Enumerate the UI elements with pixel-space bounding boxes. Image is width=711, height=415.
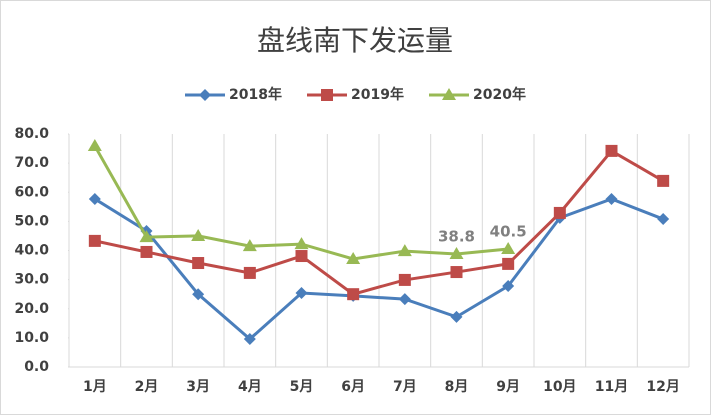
data-label: 40.5: [490, 223, 527, 241]
series-line: [94, 197, 664, 342]
marker: [321, 89, 333, 101]
y-tick-label: 60.0: [14, 184, 49, 200]
marker: [502, 280, 515, 293]
x-tick-label: 5月: [290, 379, 314, 395]
marker: [87, 138, 102, 151]
marker: [450, 266, 463, 279]
marker: [449, 246, 464, 259]
marker: [553, 206, 566, 219]
marker: [192, 288, 205, 301]
series-line: [94, 148, 664, 296]
y-tick-label: 80.0: [14, 126, 49, 142]
x-tick-label: 8月: [445, 379, 469, 395]
marker: [502, 257, 515, 270]
marker: [88, 192, 101, 205]
marker: [192, 257, 205, 270]
marker: [347, 288, 360, 301]
marker: [295, 250, 308, 263]
x-tick-label: 10月: [543, 379, 576, 395]
marker: [295, 287, 308, 300]
marker: [398, 293, 411, 306]
marker: [346, 251, 361, 264]
legend-label: 2018年: [229, 86, 282, 103]
legend-label: 2020年: [473, 86, 526, 103]
marker: [243, 333, 256, 346]
x-tick-label: 7月: [393, 379, 417, 395]
marker: [88, 234, 101, 247]
marker: [657, 213, 670, 226]
y-tick-label: 0.0: [24, 359, 49, 375]
marker: [139, 230, 154, 243]
y-tick-label: 50.0: [14, 213, 49, 229]
marker: [442, 88, 456, 100]
y-tick-label: 70.0: [14, 155, 49, 171]
x-tick-label: 2月: [135, 379, 159, 395]
marker: [605, 144, 618, 157]
marker: [501, 242, 516, 255]
marker: [191, 228, 206, 241]
y-tick-label: 10.0: [14, 330, 49, 346]
marker: [605, 192, 618, 205]
marker: [140, 245, 153, 258]
x-tick-label: 6月: [341, 379, 365, 395]
marker: [243, 266, 256, 279]
data-label: 38.8: [438, 227, 475, 245]
x-tick-label: 1月: [83, 379, 107, 395]
marker: [397, 244, 412, 257]
marker: [294, 237, 309, 250]
legend-label: 2019年: [351, 86, 404, 103]
y-tick-label: 30.0: [14, 272, 49, 288]
x-tick-label: 11月: [595, 379, 628, 395]
x-tick-label: 4月: [238, 379, 262, 395]
x-tick-label: 3月: [186, 379, 210, 395]
x-tick-label: 12月: [646, 379, 679, 395]
y-tick-label: 20.0: [14, 301, 49, 317]
y-tick-label: 40.0: [14, 243, 49, 259]
marker: [199, 89, 211, 101]
marker: [398, 273, 411, 286]
marker: [242, 239, 257, 252]
marker: [450, 310, 463, 323]
chart-title: 盘线南下发运量: [257, 24, 453, 57]
marker: [657, 174, 670, 187]
x-tick-label: 9月: [496, 379, 520, 395]
